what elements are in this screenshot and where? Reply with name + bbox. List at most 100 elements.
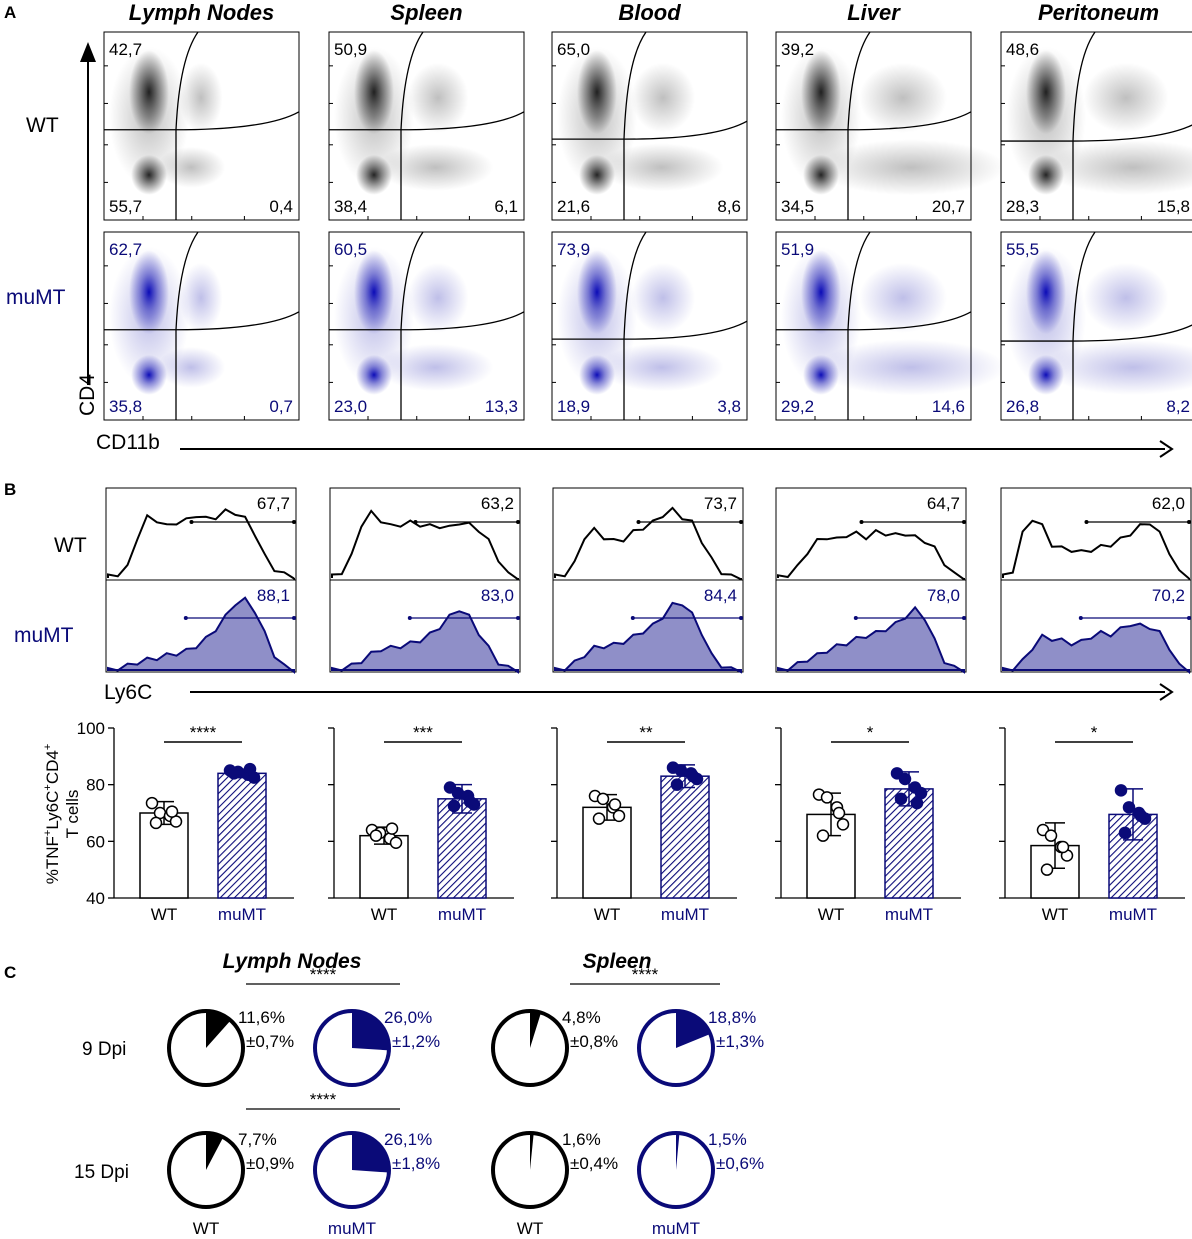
gate-curve-vertical [847,31,871,130]
density-cluster-cd4-high [1026,250,1066,335]
quadrant-lower-right: 14,6 [932,397,965,416]
quadrant-lower-left: 21,6 [557,197,590,216]
tissue-header-blood: Blood [618,0,681,25]
density-cluster-cd11b [817,339,1006,396]
gate-horizontal [104,111,300,131]
histogram-gate-value: 84,4 [704,586,737,605]
data-point-wt [1044,829,1058,842]
cd4-axis-label: CD4 [76,374,99,416]
histogram-gate-end [739,520,743,524]
quadrant-lower-right: 0,4 [269,197,293,216]
quadrant-upper-left: 51,9 [781,240,814,259]
density-cluster-cd4-cd11b [859,62,947,133]
histogram-mumt-lymph-nodes: 88,1 [105,579,297,675]
panel-label-b: B [4,480,16,499]
histogram-curve [554,506,742,581]
data-point-wt [832,806,846,820]
data-point-wt [1056,840,1070,854]
histogram-wt-lymph-nodes: 67,7 [105,487,297,581]
density-cluster-cd4-cd11b [179,262,223,333]
quadrant-lower-right: 15,8 [1157,197,1190,216]
pie-lymph-nodes-9-dpi-wt: 11,6% ±0,7% [167,1008,294,1087]
pie-sd: ±0,4% [570,1154,618,1173]
pie-significance-stars: **** [310,965,337,984]
density-cluster-cd4-high [801,50,841,135]
pie-sd: ±0,6% [716,1154,764,1173]
quadrant-upper-left: 48,6 [1006,40,1039,59]
pie-percent: 1,6% [562,1130,601,1149]
quadrant-upper-left: 73,9 [557,240,590,259]
pie-charts: 11,6% ±0,7% 26,0% ±1,2% 4,8% ±0,8% 18,8% ±1,3% 7… [167,965,764,1238]
density-plot-mumt-peritoneum: 55,5 26,8 8,2 [1000,231,1192,421]
gate-horizontal [104,311,300,331]
gate-curve-vertical [400,31,424,130]
density-plot-wt-spleen: 50,9 38,4 6,1 [328,31,525,221]
bar-wt [582,806,632,899]
pie-percent: 4,8% [562,1008,601,1027]
histogram-curve [107,508,295,581]
bar-y-tick-label: 40 [86,889,105,908]
data-point-mumt [898,772,912,786]
bar-chart-peritoneum: WT muMT * [999,723,1185,924]
histogram-gate-value: 83,0 [481,586,514,605]
histogram-gate-end [853,616,858,620]
density-cluster-cd4-cd11b [1083,262,1169,333]
pie-title-lymph-nodes: Lymph Nodes [223,950,362,973]
data-point-wt [149,816,163,830]
data-point-mumt [910,796,924,810]
significance-stars: ** [639,723,653,742]
density-cluster-cd4-high [801,250,841,335]
data-point-wt [592,812,606,825]
pie-sd: ±0,7% [246,1032,294,1051]
data-point-wt [165,805,179,818]
quadrant-lower-left: 55,7 [109,197,142,216]
pie-lymph-nodes-15-dpi-wt: 7,7% ±0,9% WT [167,1130,294,1238]
significance-stars: * [867,723,874,742]
gate-curve-vertical [623,31,647,140]
histogram-gate-end [962,520,966,524]
cd11b-axis-arrowhead [1159,440,1174,458]
significance-stars: *** [413,723,433,742]
tissue-header-spleen: Spleen [390,0,462,25]
histogram-gate-end [1078,616,1083,620]
pie-significance-stars: **** [632,965,659,984]
quadrant-lower-right: 6,1 [494,197,518,216]
gate-horizontal [1001,324,1192,342]
bar-category-wt: WT [818,905,844,924]
bar-category-wt: WT [1042,905,1068,924]
bar-mumt [217,772,267,899]
gate-curve-vertical [175,31,199,130]
histogram-gate-end [516,616,520,620]
bar-y-tick-label: 60 [86,832,105,851]
quadrant-upper-left: 60,5 [334,240,367,259]
gate-curve-vertical [623,231,647,340]
histogram-wt-spleen: 63,2 [329,487,521,582]
pie-slice [206,1011,231,1048]
pie-slice [530,1133,534,1170]
data-point-mumt [670,778,684,791]
cd4-axis-arrowhead [80,42,96,62]
histogram-mumt-liver: 78,0 [775,579,967,674]
tissue-header-liver: Liver [847,0,901,25]
bar-category-wt: WT [371,905,397,924]
histogram-gate-end [292,616,296,620]
histogram-curve [777,528,965,582]
data-point-wt [1040,863,1054,876]
bar-y-axis-label-line1: %TNF+Ly6C+CD4+ [42,744,62,885]
data-point-wt [816,829,830,842]
bar-category-mumt: muMT [1109,905,1157,924]
histogram-gate-value: 70,2 [1152,586,1185,605]
pie-sd: ±1,2% [392,1032,440,1051]
quadrant-lower-right: 0,7 [269,397,293,416]
quadrant-lower-left: 23,0 [334,397,367,416]
histogram-panels: 67,7 63,2 73,7 64,7 62,0 88,1 83,0 84,4 78,0 70,2 [105,487,1192,675]
histogram-curve [331,509,519,582]
histogram-gate-end [1187,520,1191,524]
bar-mumt [660,775,710,899]
density-cluster-cd4-cd11b [631,262,695,333]
quadrant-upper-left: 50,9 [334,40,367,59]
pie-slice [352,1011,390,1051]
pie-lymph-nodes-9-dpi-mumt: 26,0% ±1,2% [313,1008,440,1087]
bar-category-wt: WT [151,905,177,924]
data-point-mumt [227,767,241,780]
